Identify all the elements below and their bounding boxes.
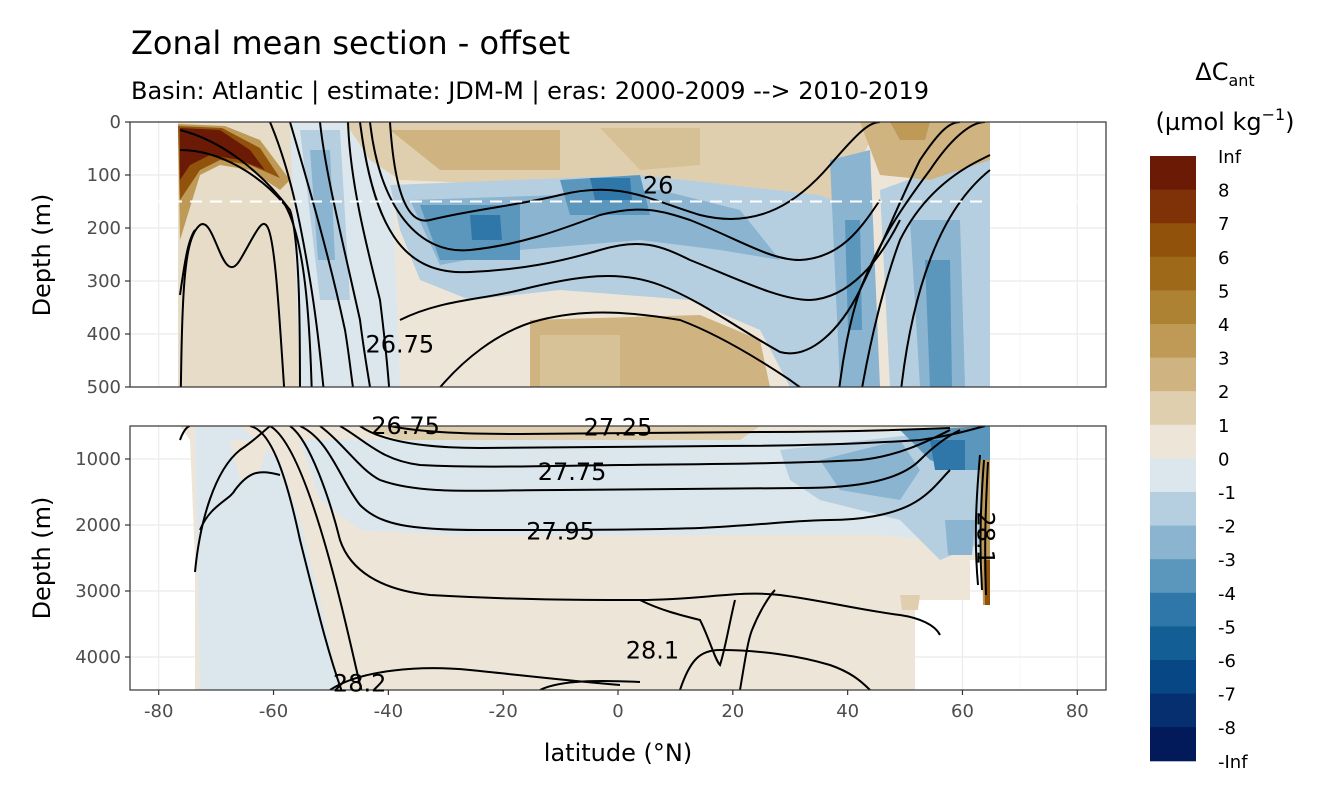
colorbar-label: Inf bbox=[1218, 147, 1242, 168]
colorbar-label: 2 bbox=[1218, 382, 1229, 403]
colorbar-label: 7 bbox=[1218, 214, 1229, 235]
chart-title: Zonal mean section - offset bbox=[131, 24, 570, 62]
y-tick-label: 100 bbox=[87, 165, 121, 186]
x-tick-label: 60 bbox=[951, 701, 974, 722]
colorbar-swatch bbox=[1150, 693, 1196, 728]
colorbar-title: ΔCant bbox=[1195, 58, 1254, 90]
colorbar-label: -7 bbox=[1218, 685, 1236, 706]
x-tick-label: -60 bbox=[259, 701, 288, 722]
y-tick-label: 300 bbox=[87, 271, 121, 292]
contour-label: 28.1 bbox=[971, 511, 999, 564]
x-tick-label: -20 bbox=[488, 701, 517, 722]
colorbar-swatch bbox=[1150, 492, 1196, 527]
y-tick-label: 4000 bbox=[75, 647, 121, 668]
colorbar-unit: (µmol kg−1) bbox=[1155, 105, 1294, 136]
colorbar-label: -3 bbox=[1218, 550, 1236, 571]
colorbar-swatch bbox=[1150, 357, 1196, 392]
x-tick-label: 0 bbox=[612, 701, 623, 722]
y-tick-label: 200 bbox=[87, 218, 121, 239]
upper-y-ticks: 0 100 200 300 400 500 bbox=[87, 112, 130, 398]
x-tick-label: 20 bbox=[721, 701, 744, 722]
x-tick-label: 80 bbox=[1066, 701, 1089, 722]
y-tick-label: 3000 bbox=[75, 581, 121, 602]
colorbar-swatches bbox=[1150, 156, 1196, 762]
upper-panel-border bbox=[129, 121, 1107, 388]
lower-contour-labels: 26.75 27.25 27.75 27.95 28.1 28.2 28.1 bbox=[333, 412, 1000, 697]
colorbar-swatch bbox=[1150, 324, 1196, 359]
colorbar-label: -8 bbox=[1218, 718, 1236, 739]
y-tick-label: 0 bbox=[110, 112, 121, 133]
colorbar-label: 5 bbox=[1218, 281, 1229, 302]
colorbar-swatch bbox=[1150, 189, 1196, 224]
upper-field bbox=[178, 122, 990, 387]
x-tick-label: 40 bbox=[836, 701, 859, 722]
y-tick-label: 1000 bbox=[75, 449, 121, 470]
contour-label: 27.75 bbox=[538, 458, 607, 486]
y-axis-title-upper: Depth (m) bbox=[28, 194, 56, 317]
contour-label: 28.1 bbox=[626, 636, 679, 664]
colorbar-swatch bbox=[1150, 223, 1196, 258]
contour-label: 28.2 bbox=[333, 669, 386, 697]
x-axis-ticks: -80 -60 -40 -20 0 20 40 60 80 bbox=[144, 690, 1089, 722]
colorbar-label: -2 bbox=[1218, 517, 1236, 538]
colorbar-swatch bbox=[1150, 592, 1196, 627]
contour-label: 27.25 bbox=[584, 413, 653, 441]
contour-label: 27.95 bbox=[526, 518, 595, 546]
x-tick-label: -80 bbox=[144, 701, 173, 722]
contour-label: 26.75 bbox=[365, 331, 434, 359]
colorbar-label: 3 bbox=[1218, 349, 1229, 370]
colorbar-swatch bbox=[1150, 727, 1196, 762]
chart-subtitle: Basin: Atlantic | estimate: JDM-M | eras… bbox=[131, 77, 929, 105]
colorbar-swatch bbox=[1150, 525, 1196, 560]
y-tick-label: 2000 bbox=[75, 515, 121, 536]
colorbar-label: -5 bbox=[1218, 617, 1236, 638]
colorbar-swatch bbox=[1150, 660, 1196, 695]
colorbar-swatch bbox=[1150, 391, 1196, 426]
colorbar-swatch bbox=[1150, 458, 1196, 493]
colorbar-swatch bbox=[1150, 290, 1196, 325]
x-axis-title: latitude (°N) bbox=[544, 739, 692, 767]
lower-panel: 1000 2000 3000 4000 26.75 27.25 27.75 27.95 28.… bbox=[75, 412, 1107, 697]
lower-y-ticks: 1000 2000 3000 4000 bbox=[75, 449, 130, 668]
colorbar-swatch bbox=[1150, 424, 1196, 459]
colorbar-legend: ΔCant (µmol kg−1) Inf 8 7 6 5 4 3 2 1 0 -1 -2 -3 -4 -5… bbox=[1150, 58, 1295, 773]
colorbar-label: 8 bbox=[1218, 181, 1229, 202]
y-tick-label: 500 bbox=[87, 377, 121, 398]
y-axis-title-lower: Depth (m) bbox=[28, 497, 56, 620]
colorbar-swatch bbox=[1150, 156, 1196, 191]
colorbar-label: 0 bbox=[1218, 449, 1229, 470]
upper-panel: 0 100 200 300 400 500 26 26.75 bbox=[87, 112, 1107, 398]
contour-label: 26.75 bbox=[371, 412, 440, 440]
y-tick-label: 400 bbox=[87, 324, 121, 345]
colorbar-label: -6 bbox=[1218, 651, 1236, 672]
x-tick-label: -40 bbox=[374, 701, 403, 722]
colorbar-label: 4 bbox=[1218, 315, 1229, 336]
colorbar-label: -Inf bbox=[1218, 752, 1248, 773]
upper-contours bbox=[179, 122, 991, 387]
colorbar-label: 6 bbox=[1218, 248, 1229, 269]
contour-label: 26 bbox=[643, 172, 674, 200]
colorbar-swatch bbox=[1150, 559, 1196, 594]
colorbar-label: -4 bbox=[1218, 584, 1236, 605]
colorbar-swatch bbox=[1150, 626, 1196, 661]
colorbar-label: 1 bbox=[1218, 416, 1229, 437]
colorbar-labels: Inf 8 7 6 5 4 3 2 1 0 -1 -2 -3 -4 -5 -6 -7 -8 -Inf bbox=[1218, 147, 1248, 773]
colorbar-swatch bbox=[1150, 256, 1196, 291]
lower-contours bbox=[179, 426, 989, 690]
colorbar-label: -1 bbox=[1218, 483, 1236, 504]
upper-contour-labels: 26 26.75 bbox=[365, 172, 673, 359]
